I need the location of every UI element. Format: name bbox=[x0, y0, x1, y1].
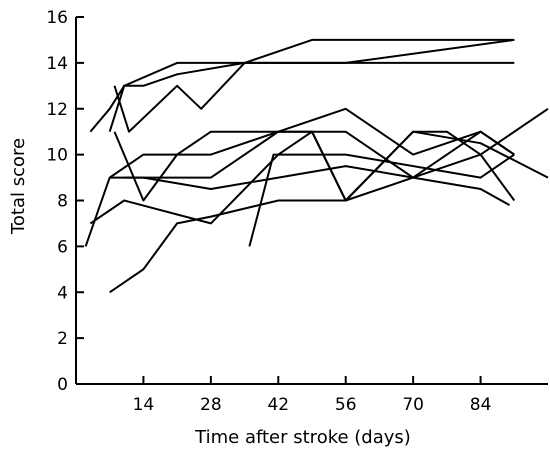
y-tick-label: 10 bbox=[46, 146, 68, 166]
y-tick-label: 14 bbox=[46, 54, 68, 74]
y-tick-label: 12 bbox=[46, 100, 68, 120]
y-ticks: 0 2 4 6 8 10 12 14 16 bbox=[46, 8, 84, 395]
series-line-3 bbox=[113, 38, 515, 133]
series-layer bbox=[84, 38, 549, 294]
series-line-8 bbox=[109, 153, 516, 294]
x-tick-label: 70 bbox=[402, 395, 424, 415]
y-tick-label: 4 bbox=[57, 283, 68, 303]
y-tick-label: 6 bbox=[57, 237, 68, 257]
y-tick-label: 0 bbox=[57, 375, 68, 395]
x-tick-label: 56 bbox=[335, 395, 357, 415]
series-line-10 bbox=[124, 165, 510, 206]
y-axis-title: Total score bbox=[8, 138, 29, 235]
y-tick-label: 2 bbox=[57, 329, 68, 349]
series-line-6 bbox=[109, 107, 515, 179]
series-line-1 bbox=[89, 61, 515, 133]
x-tick-label: 42 bbox=[267, 395, 289, 415]
y-tick-label: 16 bbox=[46, 8, 68, 28]
series-line-9 bbox=[248, 153, 515, 247]
x-tick-label: 28 bbox=[200, 395, 222, 415]
series-line-4 bbox=[113, 130, 515, 202]
series-line-2 bbox=[108, 38, 515, 133]
x-axis-title: Time after stroke (days) bbox=[194, 427, 411, 448]
y-tick-label: 8 bbox=[57, 192, 68, 212]
series-line-7 bbox=[89, 130, 549, 225]
x-tick-label: 84 bbox=[470, 395, 492, 415]
x-tick-label: 14 bbox=[133, 395, 155, 415]
x-ticks: 14 28 42 56 70 84 bbox=[133, 376, 492, 415]
